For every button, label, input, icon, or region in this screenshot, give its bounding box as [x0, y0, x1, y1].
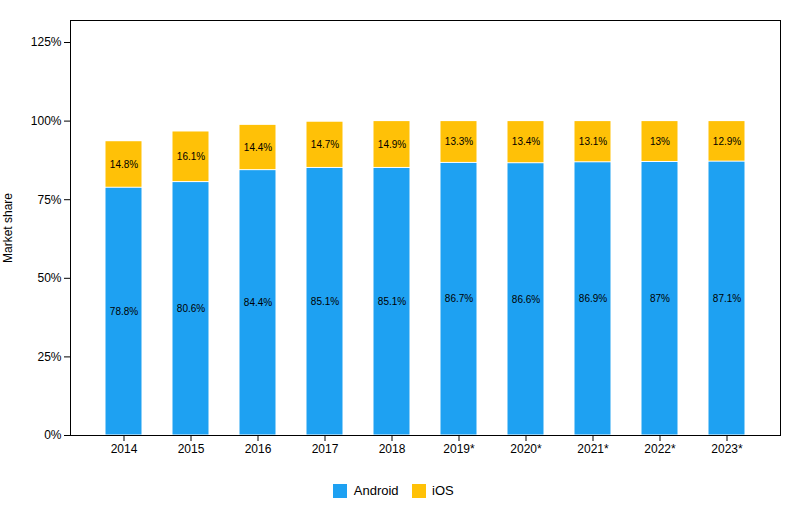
svg-text:2022*: 2022* — [644, 442, 676, 456]
svg-text:87%: 87% — [650, 293, 670, 304]
svg-text:2015: 2015 — [178, 442, 205, 456]
svg-text:100%: 100% — [31, 114, 62, 128]
svg-text:2017: 2017 — [312, 442, 339, 456]
svg-text:85.1%: 85.1% — [311, 296, 339, 307]
svg-text:2020*: 2020* — [510, 442, 542, 456]
svg-text:86.6%: 86.6% — [512, 294, 540, 305]
svg-text:85.1%: 85.1% — [378, 296, 406, 307]
svg-text:86.7%: 86.7% — [445, 293, 473, 304]
svg-text:2023*: 2023* — [711, 442, 743, 456]
svg-text:Market share: Market share — [1, 193, 15, 263]
svg-text:86.9%: 86.9% — [579, 293, 607, 304]
svg-text:2014: 2014 — [111, 442, 138, 456]
svg-text:2019*: 2019* — [443, 442, 475, 456]
svg-text:0%: 0% — [44, 428, 62, 442]
svg-text:13.3%: 13.3% — [445, 136, 473, 147]
svg-text:13.1%: 13.1% — [579, 136, 607, 147]
svg-text:78.8%: 78.8% — [110, 306, 138, 317]
svg-text:80.6%: 80.6% — [177, 303, 205, 314]
svg-text:14.7%: 14.7% — [311, 139, 339, 150]
html-text:iOS: iOS — [432, 483, 454, 498]
svg-text:84.4%: 84.4% — [244, 297, 272, 308]
svg-text:87.1%: 87.1% — [713, 293, 741, 304]
svg-text:2016: 2016 — [245, 442, 272, 456]
svg-text:125%: 125% — [31, 35, 62, 49]
svg-text:25%: 25% — [37, 350, 61, 364]
svg-text:16.1%: 16.1% — [177, 151, 205, 162]
svg-text:13%: 13% — [650, 136, 670, 147]
svg-text:14.9%: 14.9% — [378, 139, 406, 150]
svg-text:13.4%: 13.4% — [512, 136, 540, 147]
svg-text:75%: 75% — [37, 193, 61, 207]
svg-text:12.9%: 12.9% — [713, 136, 741, 147]
svg-text:2021*: 2021* — [577, 442, 609, 456]
svg-text:50%: 50% — [37, 271, 61, 285]
svg-text:14.8%: 14.8% — [110, 159, 138, 170]
svg-text:14.4%: 14.4% — [244, 142, 272, 153]
svg-text:2018: 2018 — [379, 442, 406, 456]
html-text:Android: Android — [353, 483, 399, 498]
